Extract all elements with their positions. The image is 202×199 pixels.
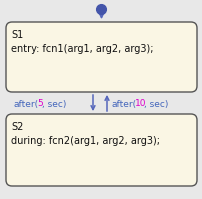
Text: 5: 5 — [37, 100, 43, 108]
FancyBboxPatch shape — [6, 114, 196, 186]
Text: after(: after( — [14, 100, 39, 108]
Text: entry: fcn1(arg1, arg2, arg3);: entry: fcn1(arg1, arg2, arg3); — [11, 44, 153, 54]
Text: 10: 10 — [134, 100, 146, 108]
Text: S1: S1 — [11, 30, 23, 40]
Text: , sec): , sec) — [143, 100, 167, 108]
Text: S2: S2 — [11, 122, 23, 132]
FancyBboxPatch shape — [6, 22, 196, 92]
Text: during: fcn2(arg1, arg2, arg3);: during: fcn2(arg1, arg2, arg3); — [11, 136, 159, 146]
Text: after(: after( — [112, 100, 136, 108]
Text: , sec): , sec) — [42, 100, 66, 108]
